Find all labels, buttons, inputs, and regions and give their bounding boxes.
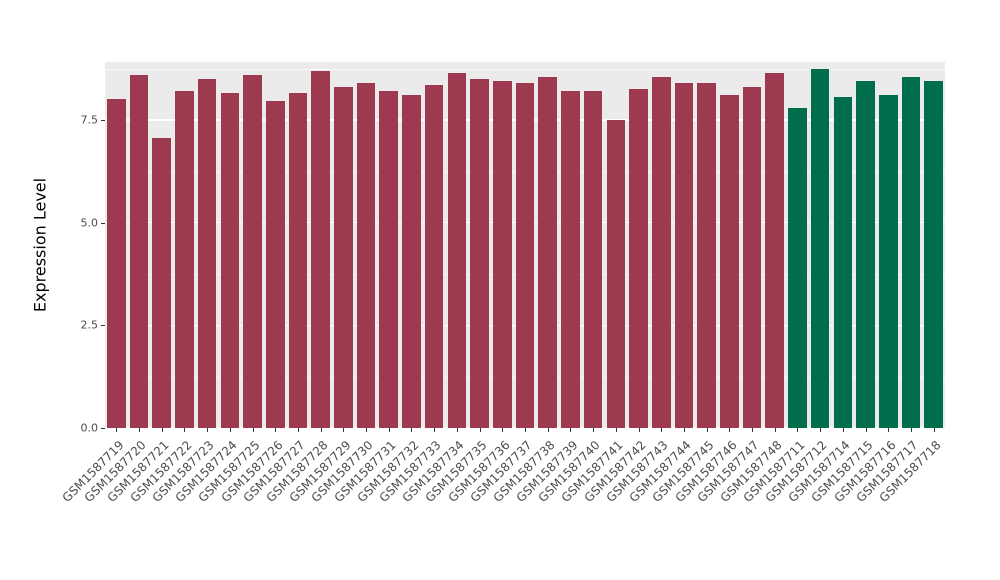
y-tick-label: 0.0: [80, 421, 99, 435]
x-tick-mark: [820, 428, 822, 432]
x-tick-mark: [729, 428, 731, 432]
x-tick-mark: [207, 428, 209, 432]
y-tick-mark: [101, 325, 105, 327]
bar-GSM1587723: [197, 78, 217, 428]
x-tick-mark: [320, 428, 322, 432]
bar-GSM1587711: [788, 107, 807, 428]
y-tick-label: 7.5: [80, 113, 99, 127]
x-tick-mark: [661, 428, 663, 432]
x-tick-mark: [865, 428, 867, 432]
x-tick-mark: [297, 428, 299, 432]
bar-GSM1587724: [220, 93, 240, 428]
bar-GSM1587736: [492, 80, 512, 428]
y-tick-label: 5.0: [80, 216, 99, 230]
y-tick-mark: [101, 119, 105, 121]
bar-GSM1587731: [379, 91, 399, 428]
bar-GSM1587712: [810, 68, 830, 428]
bar-GSM1587742: [629, 89, 648, 428]
y-tick-mark: [101, 222, 105, 224]
bar-GSM1587740: [583, 91, 603, 428]
x-tick-mark: [547, 428, 549, 432]
bar-GSM1587727: [288, 93, 308, 428]
x-tick-mark: [842, 428, 844, 432]
x-tick-mark: [275, 428, 277, 432]
x-tick-mark: [434, 428, 436, 432]
bar-GSM1587728: [311, 70, 330, 428]
bar-GSM1587744: [674, 82, 694, 428]
bar-GSM1587745: [697, 82, 716, 428]
x-tick-mark: [888, 428, 890, 432]
bar-GSM1587715: [856, 80, 875, 428]
bar-GSM1587714: [833, 97, 853, 428]
x-tick-mark: [933, 428, 935, 432]
x-tick-mark: [116, 428, 118, 432]
bar-GSM1587730: [356, 82, 376, 428]
x-tick-mark: [638, 428, 640, 432]
bar-GSM1587732: [402, 95, 421, 428]
bar-GSM1587741: [606, 119, 626, 428]
bar-GSM1587721: [152, 138, 172, 428]
x-tick-mark: [411, 428, 413, 432]
bar-GSM1587726: [265, 101, 285, 428]
y-tick-label: 2.5: [80, 318, 99, 332]
gridline-minor: [105, 68, 945, 70]
bar-GSM1587747: [742, 87, 762, 428]
bar-GSM1587722: [175, 91, 194, 428]
x-tick-mark: [479, 428, 481, 432]
x-tick-mark: [343, 428, 345, 432]
x-tick-mark: [388, 428, 390, 432]
bar-GSM1587734: [447, 72, 467, 428]
bar-GSM1587738: [538, 76, 557, 428]
bar-GSM1587717: [901, 76, 921, 428]
bar-GSM1587718: [924, 80, 943, 428]
x-tick-mark: [797, 428, 799, 432]
y-axis-title: Expression Level: [30, 177, 50, 313]
x-tick-mark: [593, 428, 595, 432]
x-tick-mark: [184, 428, 186, 432]
bar-GSM1587720: [129, 74, 149, 428]
x-tick-mark: [456, 428, 458, 432]
x-tick-mark: [502, 428, 504, 432]
x-tick-mark: [683, 428, 685, 432]
bar-GSM1587743: [651, 76, 671, 428]
x-tick-mark: [615, 428, 617, 432]
x-tick-mark: [252, 428, 254, 432]
x-tick-mark: [229, 428, 231, 432]
x-tick-mark: [752, 428, 754, 432]
bar-GSM1587729: [334, 87, 353, 428]
bar-GSM1587733: [424, 85, 444, 428]
bar-GSM1587725: [243, 74, 262, 428]
x-tick-mark: [161, 428, 163, 432]
bar-GSM1587719: [107, 99, 126, 428]
bar-GSM1587737: [515, 82, 535, 428]
y-tick-mark: [101, 428, 105, 429]
chart-panel: [105, 62, 945, 429]
x-tick-mark: [706, 428, 708, 432]
x-tick-mark: [774, 428, 776, 432]
bar-GSM1587746: [720, 95, 739, 428]
bar-GSM1587716: [878, 95, 898, 428]
bar-GSM1587748: [765, 72, 785, 428]
bar-GSM1587735: [470, 78, 489, 428]
x-tick-mark: [525, 428, 526, 432]
x-tick-mark: [366, 428, 368, 432]
x-tick-mark: [910, 428, 912, 432]
bar-GSM1587739: [561, 91, 580, 428]
x-tick-mark: [570, 428, 572, 432]
x-tick-mark: [139, 428, 141, 432]
